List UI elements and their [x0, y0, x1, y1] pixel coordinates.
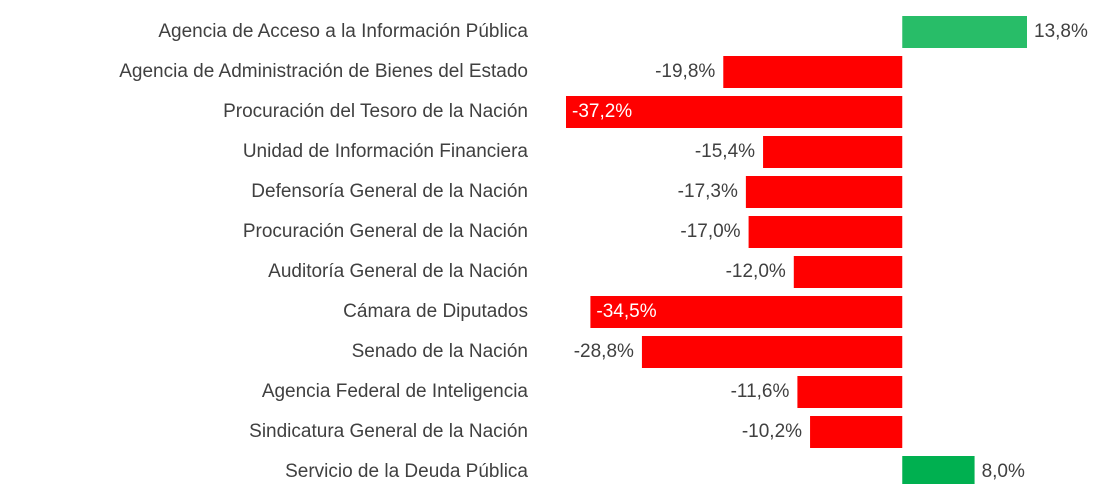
bar [745, 176, 903, 208]
bar [590, 296, 903, 328]
category-label: Cámara de Diputados [343, 301, 528, 322]
category-label: Servicio de la Deuda Pública [285, 461, 528, 482]
value-label: -12,0% [726, 261, 786, 282]
category-label: Sindicatura General de la Nación [249, 421, 528, 442]
value-label: -28,8% [574, 341, 634, 362]
bar [902, 16, 1027, 48]
category-label: Agencia de Acceso a la Información Públi… [158, 21, 528, 42]
category-label: Unidad de Información Financiera [243, 141, 529, 162]
bar [641, 336, 903, 368]
value-label: -11,6% [731, 381, 790, 402]
category-label: Agencia de Administración de Bienes del … [119, 61, 528, 82]
value-label: 8,0% [982, 461, 1025, 482]
bar [763, 136, 903, 168]
category-label: Procuración General de la Nación [243, 221, 528, 242]
bar [810, 416, 903, 448]
category-label: Agencia Federal de Inteligencia [262, 381, 529, 402]
category-label: Senado de la Nación [352, 341, 528, 362]
bar [902, 456, 975, 484]
value-label: -17,3% [678, 181, 738, 202]
value-label: -19,8% [655, 61, 715, 82]
category-label: Defensoría General de la Nación [251, 181, 528, 202]
bar [797, 376, 903, 408]
value-label: -17,0% [680, 221, 740, 242]
value-label: -34,5% [596, 301, 656, 322]
category-label: Auditoría General de la Nación [268, 261, 528, 282]
value-label: 13,8% [1034, 21, 1088, 42]
value-label: -37,2% [572, 101, 632, 122]
category-label: Procuración del Tesoro de la Nación [223, 101, 528, 122]
bar [566, 96, 903, 128]
value-label: -15,4% [695, 141, 755, 162]
bar [723, 56, 903, 88]
bar [748, 216, 903, 248]
value-label: -10,2% [742, 421, 802, 442]
bar [793, 256, 903, 288]
